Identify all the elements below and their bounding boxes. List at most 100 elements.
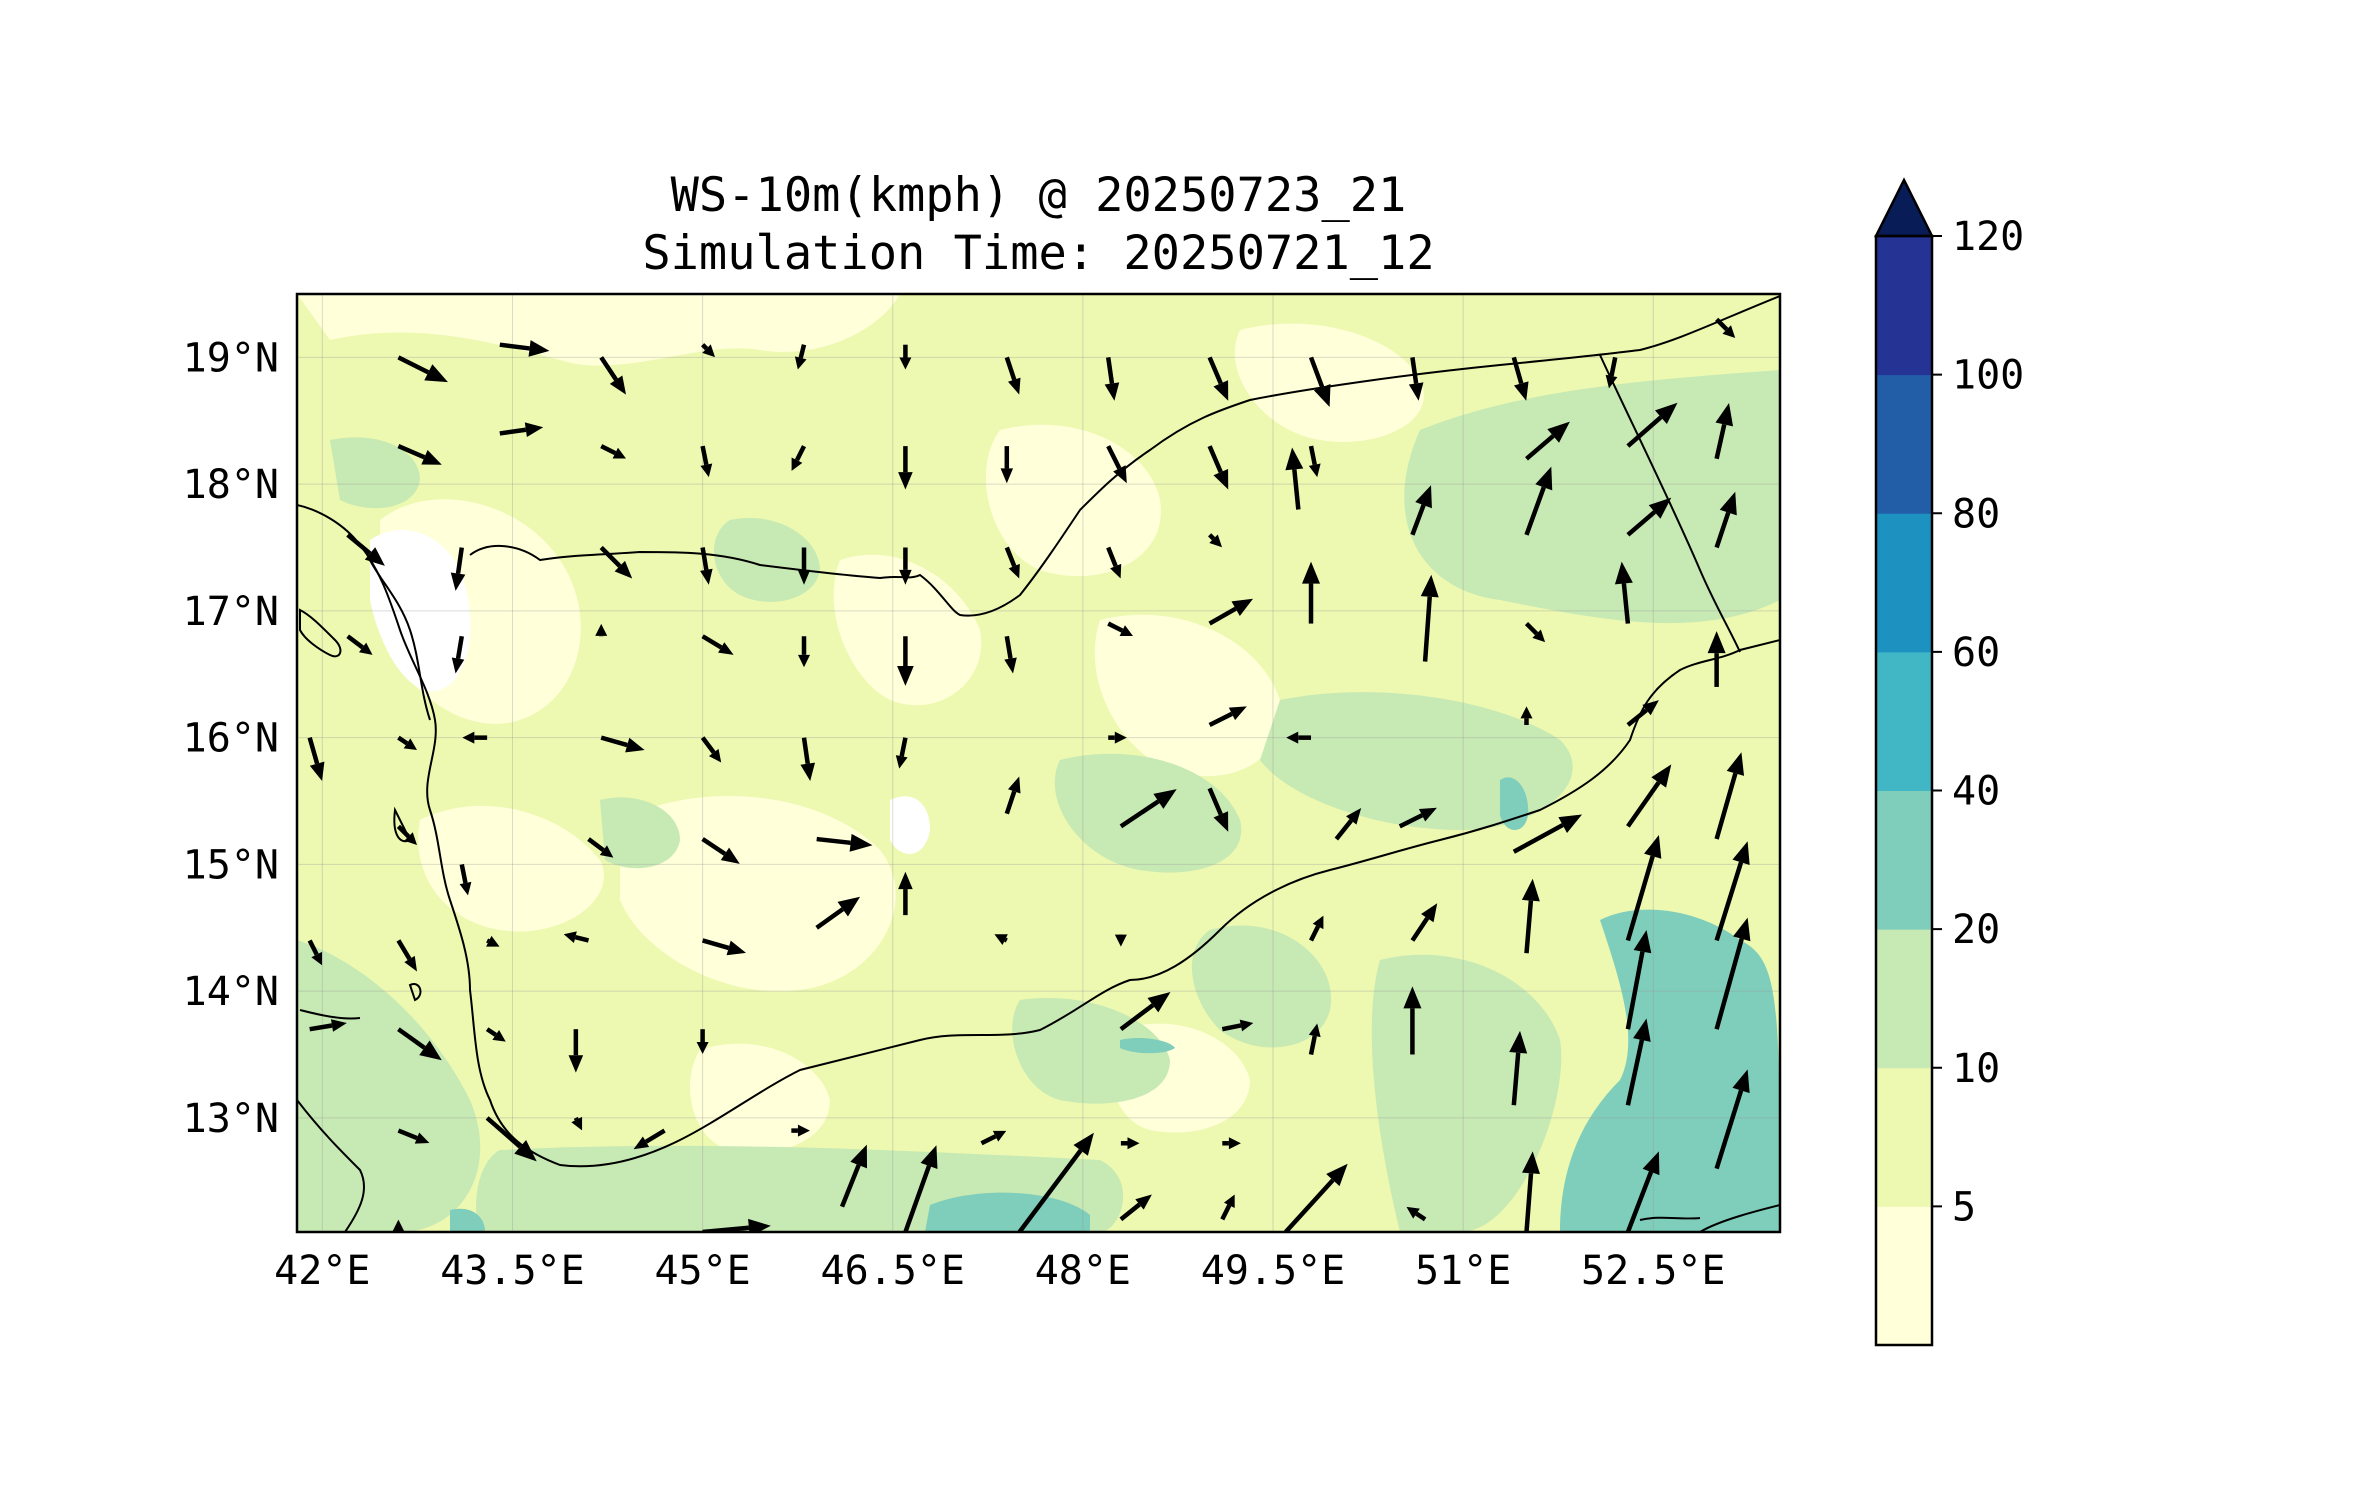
contour-light-area [1094, 614, 1282, 777]
wind-vector [397, 444, 442, 465]
wind-vector [895, 737, 908, 769]
colorbar-segment [1876, 790, 1932, 930]
grid-lines [297, 294, 1780, 1232]
wind-vector [600, 444, 627, 459]
border-saudi-yemen [469, 295, 1780, 617]
contour-light-area [297, 294, 900, 366]
wind-vector [397, 1027, 442, 1061]
wind-vector [1334, 808, 1362, 841]
wind-vector [396, 939, 418, 972]
wind-vector [346, 533, 385, 566]
wind-vector [794, 344, 807, 370]
wind-vector [1398, 807, 1437, 829]
contour-teal-area [1120, 1037, 1175, 1054]
wind-vector [1715, 317, 1736, 338]
wind-vector [798, 636, 811, 668]
coastlines-borders [297, 295, 1780, 1232]
lon-tick-label: 43.5°E [440, 1248, 585, 1294]
wind-vector [1511, 356, 1529, 401]
wind-vector [816, 833, 873, 852]
wind-vector [1114, 934, 1127, 947]
wind-vector [1000, 446, 1014, 484]
wind-vector [1714, 917, 1751, 1030]
colorbar-segment [1876, 929, 1932, 1069]
lon-tick-labels: 42°E 43.5°E 45°E 46.5°E 48°E 49.5°E 51°E 52.5°E [274, 1248, 1725, 1294]
lat-tick-label: 15°N [183, 842, 279, 888]
coastline-african [297, 1099, 365, 1232]
wind-vector [1207, 356, 1229, 401]
lon-tick-label: 49.5°E [1201, 1248, 1346, 1294]
wind-vector [1308, 356, 1331, 407]
wind-vector [451, 635, 465, 674]
wind-vector [599, 545, 633, 579]
wind-vector [701, 634, 734, 655]
wind-vector [1208, 533, 1223, 548]
contour-green-area [297, 940, 481, 1232]
wind-vector [633, 1128, 666, 1150]
wind-vector [1285, 447, 1304, 510]
wind-vector [1410, 485, 1432, 536]
wind-vector [897, 636, 914, 686]
colorbar-tick-label: 100 [1952, 353, 2024, 399]
contour-green-area [1260, 692, 1573, 830]
wind-vector [791, 1124, 810, 1137]
wind-vector [1605, 356, 1618, 389]
island-3 [408, 983, 422, 1002]
colorbar-segment [1876, 1067, 1932, 1207]
wind-vector [1707, 631, 1726, 687]
colorbar: 120 100 80 60 40 20 10 5 [1873, 177, 2024, 1347]
wind-vector [396, 824, 418, 845]
contour-light-area [833, 554, 982, 706]
contour-green-area [713, 518, 820, 602]
wind-vector [1004, 546, 1020, 579]
wind-vector [1625, 1018, 1651, 1106]
wind-vector [1119, 991, 1171, 1031]
wind-vector [587, 837, 614, 858]
wind-vector [1208, 598, 1254, 626]
wind-vector [600, 735, 645, 753]
wind-vector [696, 1029, 709, 1054]
wind-vector [980, 1130, 1007, 1146]
wind-vector [1509, 1030, 1528, 1106]
lon-tick-label: 51°E [1415, 1248, 1511, 1294]
lon-tick-label: 52.5°E [1581, 1248, 1726, 1294]
colorbar-segment [1876, 374, 1932, 514]
wind-vector [1004, 776, 1021, 815]
wind-vector [797, 547, 811, 585]
lon-tick-label: 48°E [1035, 1248, 1131, 1294]
lon-tick-label: 45°E [654, 1248, 750, 1294]
colorbar-tick-label: 10 [1952, 1046, 2000, 1092]
coast-somalia [1699, 1204, 1780, 1232]
wind-vector [1119, 1194, 1152, 1222]
wind-vector [898, 446, 913, 490]
wind-vector [1284, 1163, 1348, 1232]
lat-tick-label: 13°N [183, 1096, 279, 1142]
lon-tick-label: 42°E [274, 1248, 370, 1294]
wind-vector [1207, 445, 1229, 490]
coastline-red-sea-east [297, 504, 1780, 1168]
plot-title: WS-10m(kmph) @ 20250723_21 [670, 168, 1407, 223]
lat-tick-label: 14°N [183, 969, 279, 1015]
colorbar-segment [1876, 236, 1932, 376]
island-4 [1639, 1216, 1701, 1221]
contour-teal-area [450, 1208, 485, 1232]
contour-light-area [690, 1043, 830, 1153]
wind-vector [450, 547, 466, 591]
wind-vector [1521, 878, 1540, 954]
wind-vector [1522, 1151, 1540, 1232]
colorbar-segment [1876, 1206, 1932, 1346]
plot-subtitle: Simulation Time: 20250721_12 [642, 226, 1435, 281]
contour-green-area [600, 797, 680, 869]
low-wind-area [370, 530, 471, 692]
wind-vector [1004, 356, 1021, 395]
wind-vector [1714, 402, 1734, 460]
wind-vector [499, 422, 544, 438]
wind-vector [1524, 621, 1546, 643]
colorbar-tick-label: 5 [1952, 1184, 1976, 1230]
lon-tick-label: 46.5°E [820, 1248, 965, 1294]
colorbar-segment [1876, 651, 1932, 791]
wind-vector [1004, 635, 1017, 674]
wind-vector [1286, 731, 1312, 744]
lat-tick-label: 18°N [183, 462, 279, 508]
